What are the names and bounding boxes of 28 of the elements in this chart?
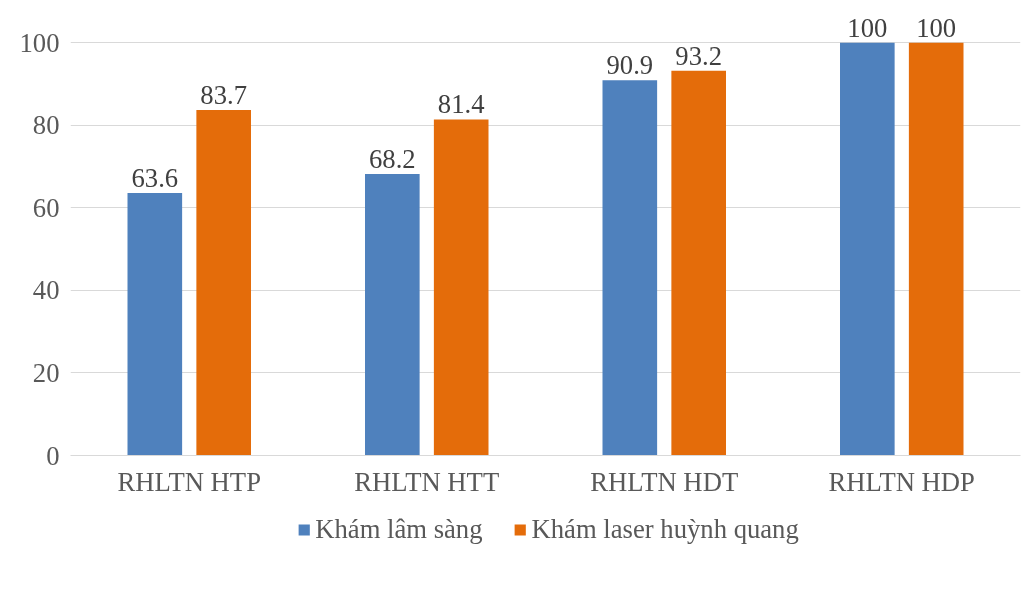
data-label: 68.2 (368, 143, 416, 174)
data-label: 100 (916, 12, 957, 43)
bar (365, 173, 420, 456)
data-label: 93.2 (675, 40, 723, 71)
bar (196, 109, 251, 456)
data-label: 83.7 (200, 79, 248, 110)
x-tick-label: RHLTN HDP (828, 466, 975, 497)
bar (840, 42, 895, 456)
data-label: 100 (847, 12, 888, 43)
y-tick-label: 80 (32, 110, 60, 141)
data-label: 81.4 (437, 89, 485, 120)
y-tick-label: 100 (19, 27, 60, 58)
bar (433, 119, 489, 456)
legend-label: Khám lâm sàng (315, 513, 483, 545)
y-tick-label: 40 (32, 275, 60, 306)
x-tick-label: RHLTN HTP (117, 466, 261, 497)
x-tick-label: RHLTN HDT (590, 466, 739, 497)
legend-label: Khám laser huỳnh quang (531, 513, 799, 545)
y-tick-label: 60 (32, 192, 60, 223)
bar (127, 192, 183, 456)
y-tick-label: 20 (32, 357, 60, 388)
bar (602, 80, 658, 456)
data-label: 90.9 (606, 50, 654, 81)
x-tick-label: RHLTN HTT (354, 466, 500, 497)
bar (908, 42, 964, 456)
y-tick-label: 0 (46, 440, 60, 471)
data-label: 63.6 (131, 162, 179, 193)
bar (671, 70, 726, 456)
